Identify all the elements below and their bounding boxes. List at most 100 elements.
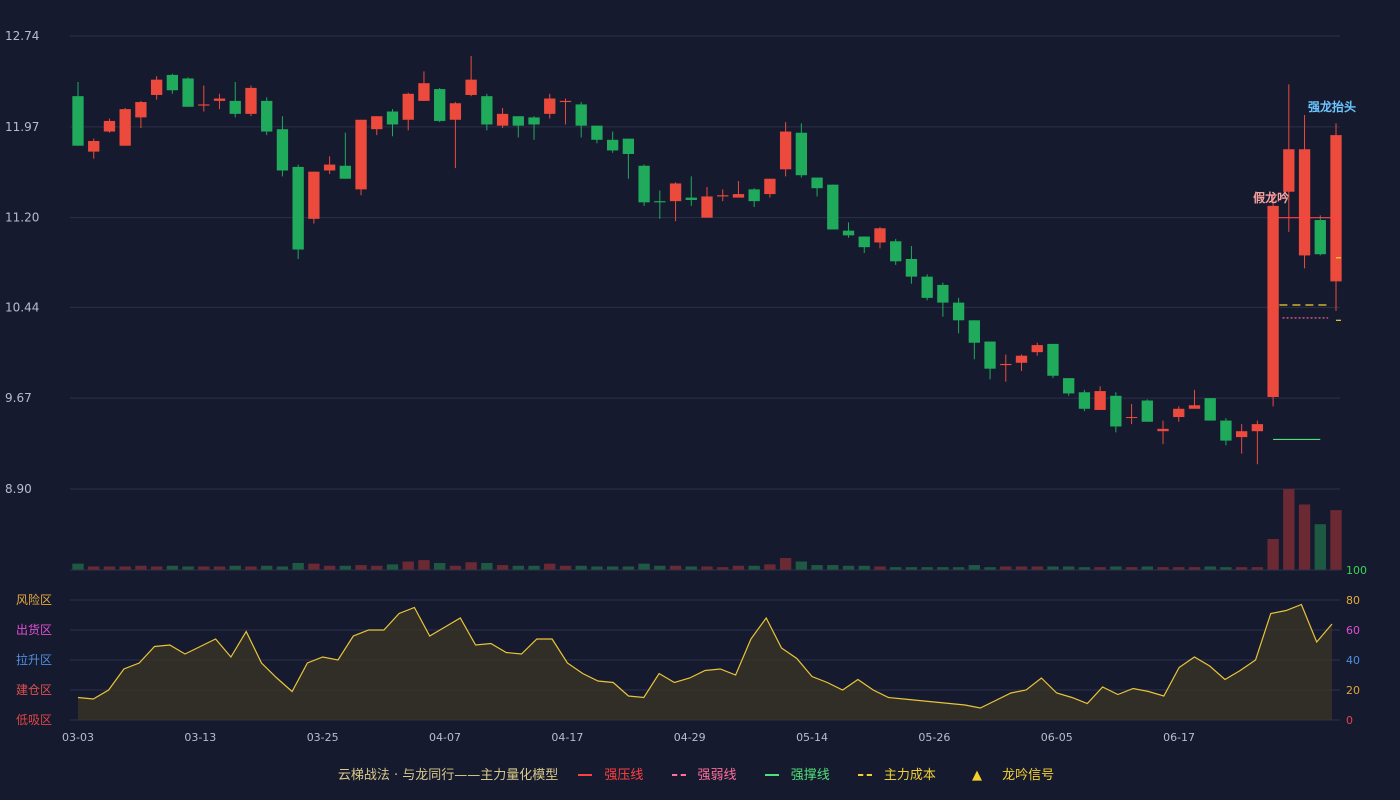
signal-annotation: 强龙抬头 — [1308, 99, 1356, 114]
volume-bar — [827, 565, 839, 570]
volume-bar — [434, 562, 446, 570]
volume-bars — [70, 489, 1342, 571]
legend-swatch — [671, 773, 686, 776]
candle-body — [1047, 343, 1059, 376]
volume-bar — [528, 565, 540, 570]
candle-body — [890, 241, 902, 262]
legend-item-strength-line: 强弱线 — [671, 764, 745, 783]
date-tick-label: 04-17 — [551, 731, 583, 744]
candle-body — [748, 189, 760, 202]
volume-bar — [937, 567, 949, 570]
volume-bar — [559, 565, 572, 570]
candle-body — [150, 79, 163, 95]
candle-body — [1251, 424, 1264, 432]
candle-body — [1283, 149, 1295, 192]
volume-bar — [465, 562, 477, 570]
score-area — [78, 604, 1332, 720]
candle-body — [103, 120, 116, 132]
volume-bar — [323, 565, 336, 570]
legend-item-dragon-signal: ▲ 龙吟信号 — [964, 764, 1062, 783]
date-tick-label: 05-14 — [796, 731, 828, 744]
volume-bar — [229, 565, 241, 570]
candle-body — [1314, 220, 1326, 255]
volume-bar — [418, 560, 430, 570]
candle-body — [1298, 149, 1311, 256]
date-tick-label: 05-26 — [918, 731, 950, 744]
candle-body — [72, 96, 84, 146]
legend-swatch — [764, 773, 779, 776]
volume-bar — [1047, 566, 1059, 570]
price-tick-label: 12.74 — [5, 29, 39, 43]
date-tick-label: 03-13 — [184, 731, 216, 744]
candle-body — [1125, 417, 1138, 419]
volume-bar — [496, 565, 509, 570]
volume-bar — [685, 566, 697, 570]
volume-bar — [292, 562, 304, 570]
volume-bar — [952, 567, 965, 570]
candle-body — [449, 103, 462, 120]
candle-body — [386, 111, 399, 125]
volume-bar — [811, 565, 823, 570]
volume-bar — [1141, 566, 1153, 570]
candle-body — [402, 93, 414, 120]
volume-bar — [717, 567, 729, 570]
candle-body — [245, 87, 257, 114]
volume-bar — [968, 565, 980, 570]
candle-body — [952, 302, 965, 321]
legend-item-strong-pressure: 强压线 — [578, 764, 651, 783]
volume-bar — [72, 563, 84, 570]
zone-label: 风险区 — [16, 592, 52, 607]
candle-body — [874, 228, 886, 243]
price-axis: 12.74 11.97 11.20 10.44 9.67 8.90 — [5, 29, 39, 496]
volume-bar — [591, 566, 603, 570]
legend-label: 龙吟信号 — [1002, 768, 1055, 783]
volume-bar — [779, 558, 792, 570]
volume-bar — [842, 565, 855, 570]
candle-body — [575, 104, 587, 126]
volume-bar — [905, 567, 918, 570]
volume-bar — [1204, 566, 1216, 570]
candle-body — [182, 78, 194, 107]
volume-bar — [386, 564, 399, 570]
candle-body — [685, 197, 697, 200]
candle-body — [717, 195, 729, 197]
date-axis: 03-03 03-13 03-25 04-07 04-17 04-29 05-14 05-26… — [62, 731, 1195, 744]
candle-body — [1188, 405, 1201, 409]
volume-bar — [481, 562, 493, 570]
candle-body — [1235, 431, 1248, 438]
legend-item-main-cost: 主力成本 — [857, 764, 944, 783]
volume-bar — [1125, 567, 1138, 570]
candle-body — [795, 132, 808, 176]
volume-bar — [308, 563, 320, 570]
volume-bar — [245, 566, 257, 570]
score-tick-label: 100 — [1346, 564, 1367, 577]
volume-bar — [1267, 539, 1279, 570]
chart-legend: 云梯战法 · 与龙同行——主力量化模型 强压线 强弱线 强撑线 主力成本 ▲ 龙… — [0, 764, 1400, 783]
date-tick-label: 06-05 — [1041, 731, 1073, 744]
candle-body — [606, 139, 619, 151]
volume-bar — [1000, 566, 1012, 570]
candle-body — [811, 177, 823, 189]
candle-body — [858, 236, 870, 248]
volume-bar — [748, 565, 760, 570]
volume-bar — [213, 566, 226, 570]
volume-bar — [88, 566, 100, 570]
legend-label: 强撑线 — [790, 768, 830, 783]
zone-label: 低吸区 — [16, 713, 52, 727]
candle-body — [1110, 395, 1122, 427]
volume-bar — [119, 566, 131, 570]
candle-body — [654, 201, 666, 203]
volume-bar — [1220, 567, 1232, 570]
date-tick-label: 03-03 — [62, 731, 94, 744]
volume-bar — [890, 567, 902, 570]
volume-bar — [261, 565, 273, 570]
candle-body — [339, 165, 351, 179]
score-tick-label: 60 — [1346, 624, 1360, 637]
score-tick-label: 40 — [1346, 654, 1360, 667]
volume-bar — [276, 566, 289, 570]
candle-body — [984, 341, 996, 369]
candle-body — [465, 79, 477, 95]
candle-body — [1330, 135, 1342, 282]
score-tick-label: 0 — [1346, 714, 1353, 727]
